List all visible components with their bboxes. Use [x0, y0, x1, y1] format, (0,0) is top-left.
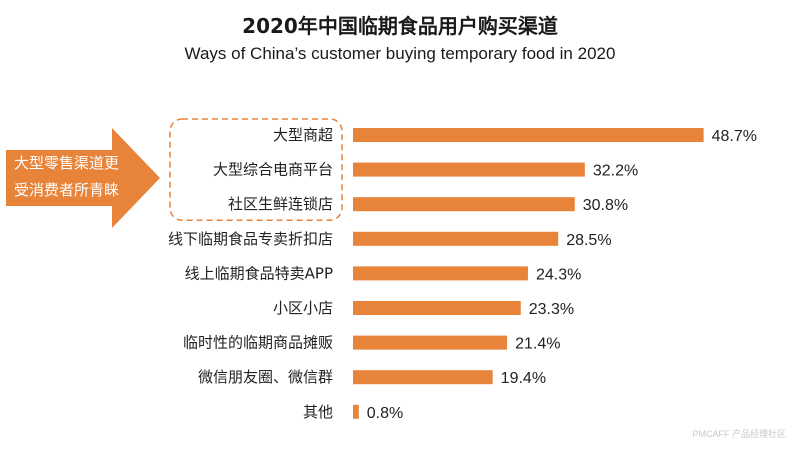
bar — [353, 335, 508, 350]
value-label: 0.8% — [367, 405, 403, 422]
chart-subtitle: Ways of China’s customer buying temporar… — [184, 44, 616, 63]
annotation-line-1: 大型零售渠道更 — [14, 154, 120, 172]
category-label: 其他 — [303, 403, 333, 421]
value-label: 24.3% — [536, 266, 581, 283]
value-label: 32.2% — [593, 163, 638, 180]
bar — [353, 266, 528, 281]
value-label: 28.5% — [566, 232, 611, 249]
bar — [353, 370, 493, 385]
category-label: 线上临期食品特卖APP — [185, 264, 333, 282]
category-label: 临时性的临期商品摊贩 — [183, 334, 333, 352]
bar — [353, 231, 559, 246]
bar — [353, 301, 521, 315]
value-label: 19.4% — [501, 370, 546, 387]
annotation-callout: 大型零售渠道更 受消费者所青睐 — [14, 150, 138, 204]
bar — [353, 128, 704, 142]
category-label: 大型综合电商平台 — [213, 161, 333, 179]
highlight-box — [169, 118, 343, 221]
chart-title: 2020年中国临期食品用户购买渠道 — [242, 14, 558, 38]
watermark: PMCAFF 产品经理社区 — [692, 429, 787, 439]
category-label: 社区生鲜连锁店 — [228, 195, 333, 213]
bar — [353, 197, 575, 212]
value-label: 21.4% — [515, 336, 560, 353]
bar — [353, 162, 585, 177]
value-label: 23.3% — [529, 301, 574, 318]
category-label: 小区小店 — [273, 299, 333, 317]
value-label: 30.8% — [583, 197, 628, 214]
category-label: 大型商超 — [273, 126, 333, 144]
category-label: 微信朋友圈、微信群 — [198, 368, 333, 386]
bar — [353, 404, 359, 419]
value-label: 48.7% — [712, 128, 757, 145]
annotation-line-2: 受消费者所青睐 — [14, 181, 120, 199]
category-label: 线下临期食品专卖折扣店 — [168, 230, 333, 248]
